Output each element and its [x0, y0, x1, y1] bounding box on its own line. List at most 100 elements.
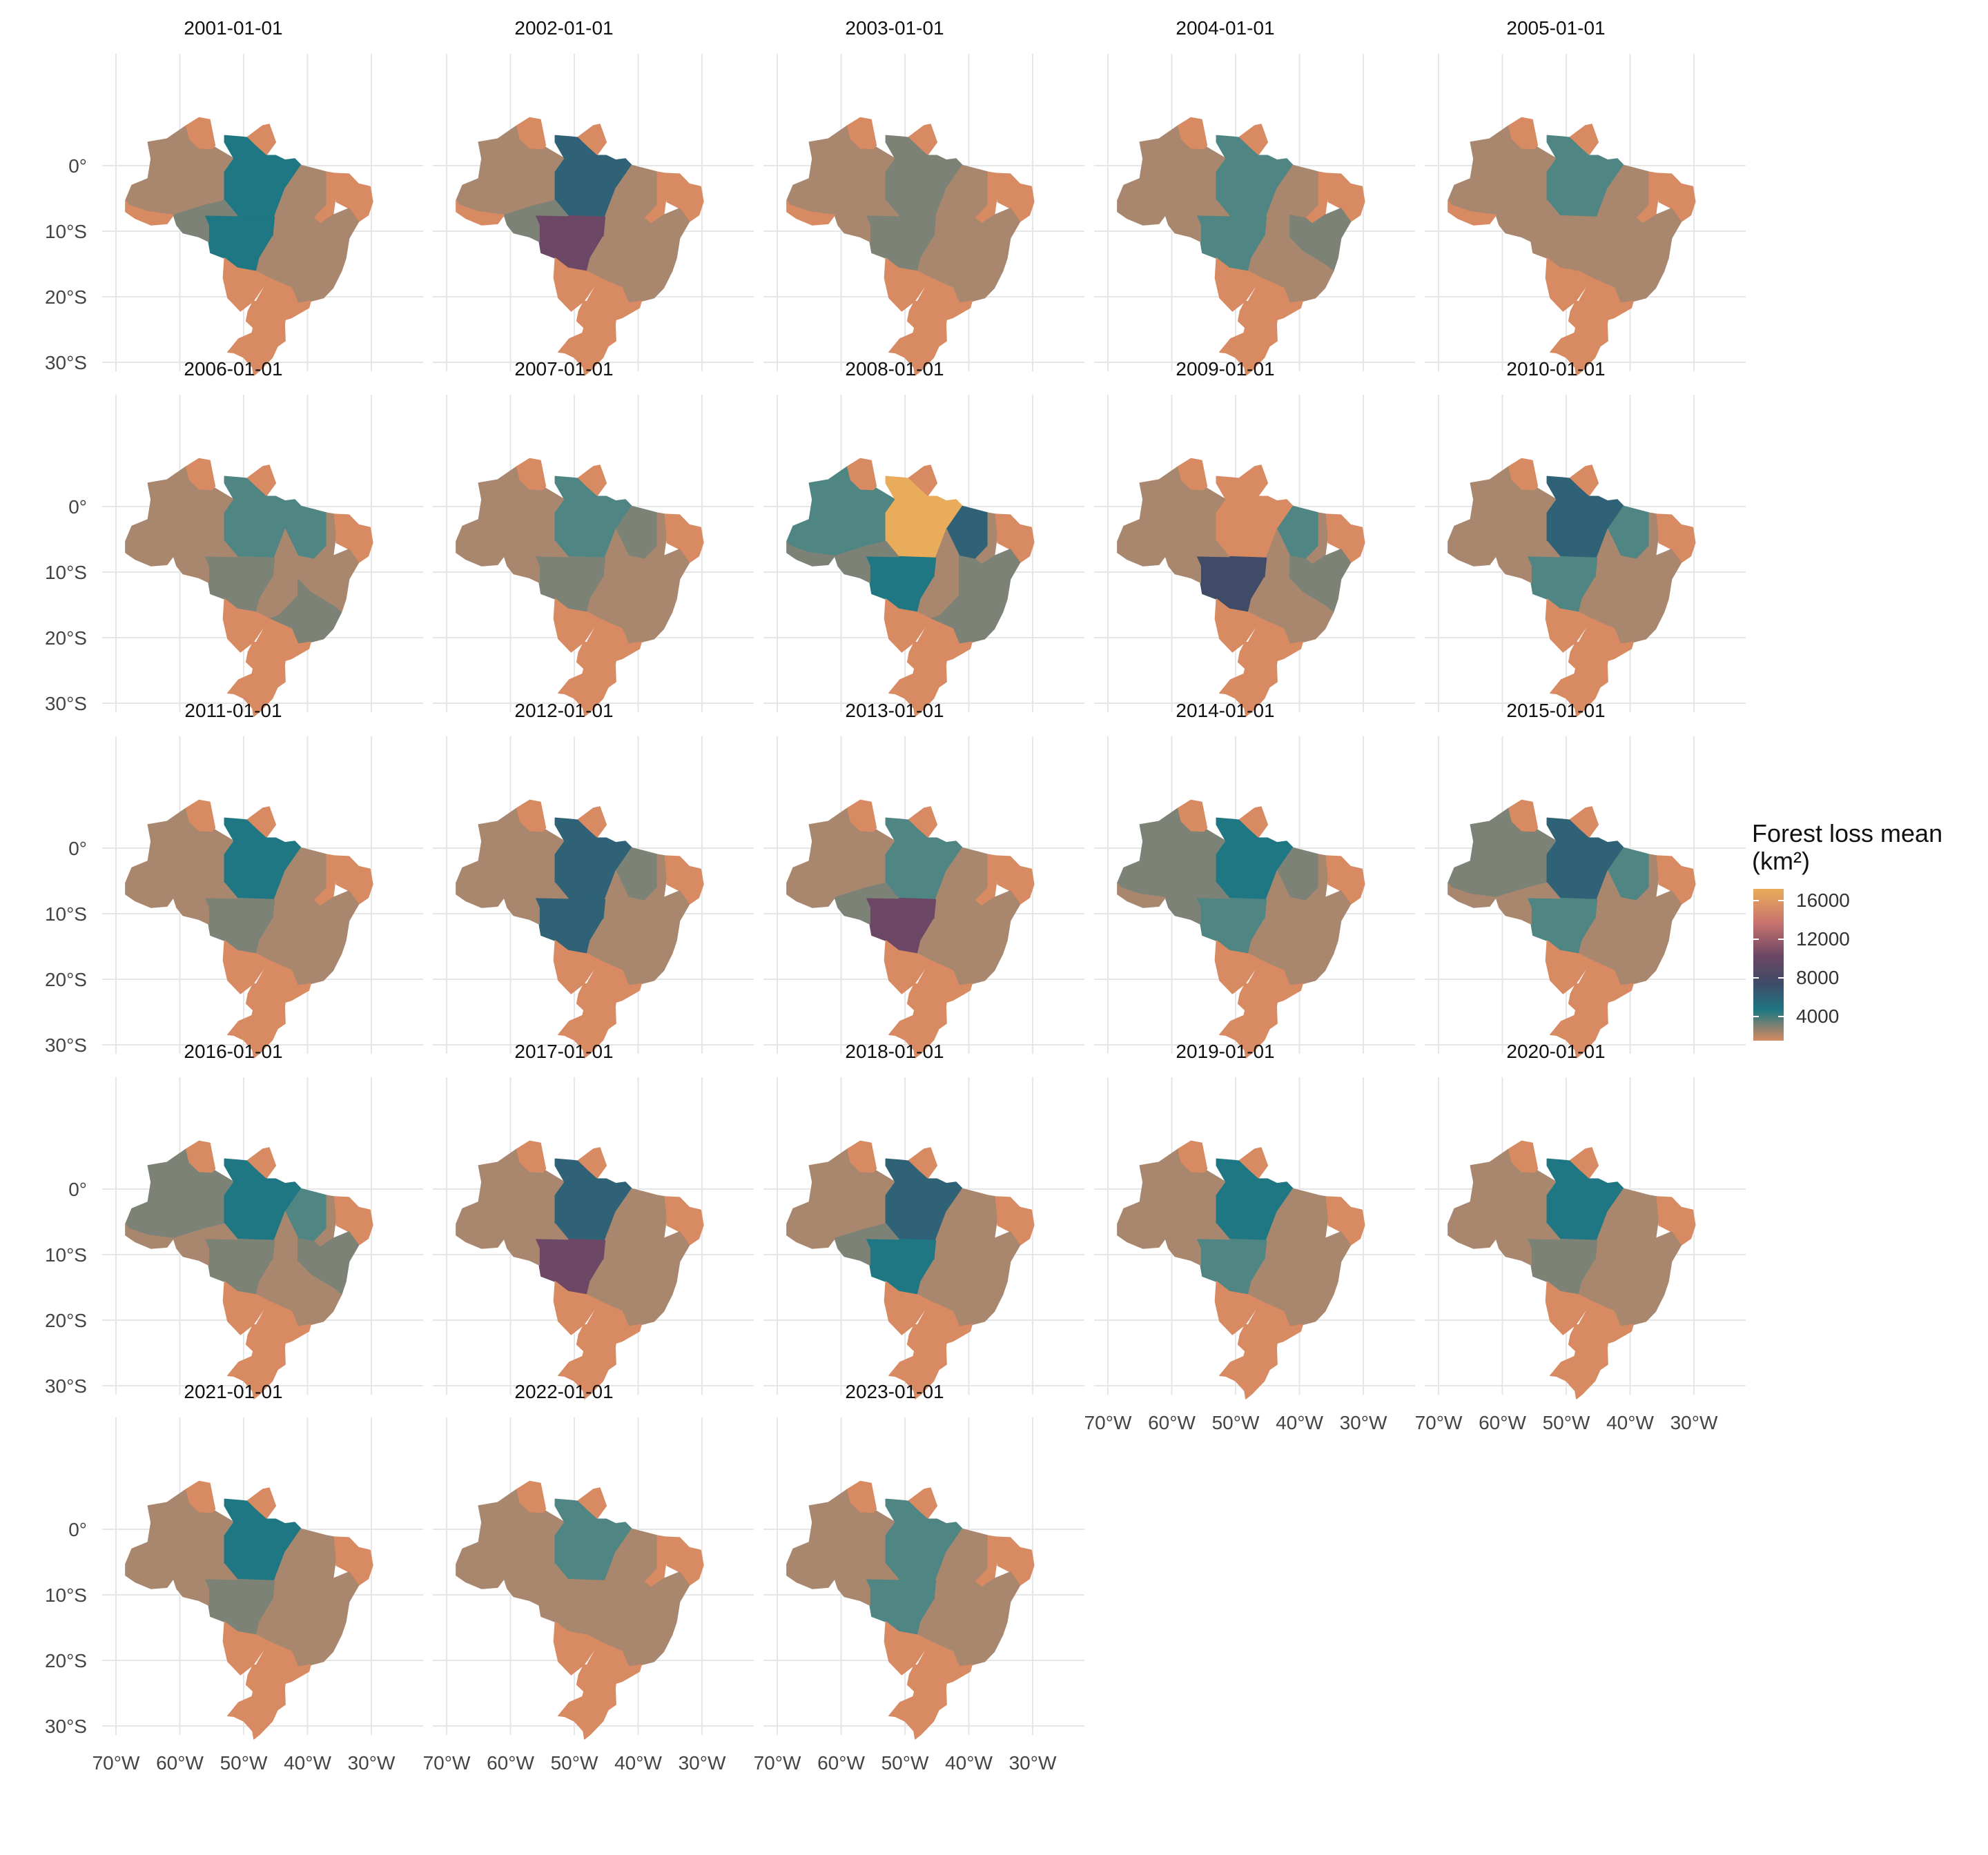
y-tick-label: 10°S: [45, 562, 87, 583]
state-region-am: [456, 118, 565, 216]
x-tick-label: 60°W: [156, 1752, 204, 1774]
state-region-am: [786, 118, 896, 216]
state-region-ro: [173, 882, 238, 925]
map-panel: 2007-01-01: [433, 358, 754, 717]
state-region-rs: [1219, 1355, 1270, 1400]
state-region-ac: [456, 882, 505, 908]
x-tick-label: 30°W: [1340, 1412, 1387, 1433]
state-region-ro: [173, 199, 238, 242]
x-tick-label: 30°W: [348, 1752, 396, 1774]
state-region-rr: [847, 117, 877, 150]
legend-colorbar: [1753, 889, 1784, 1041]
state-region-rs: [558, 1014, 609, 1059]
state-region-rr: [1178, 117, 1208, 150]
y-tick-label: 30°S: [45, 693, 87, 714]
map-panel: 2011-01-01 0° 10°S 20°S 30°S: [45, 700, 423, 1059]
state-region-ro: [834, 1223, 899, 1266]
x-tick-label: 30°W: [1009, 1752, 1057, 1774]
state-region-rs: [1219, 673, 1270, 717]
panel-title: 2003-01-01: [845, 17, 944, 39]
state-region-ne: [1656, 173, 1696, 222]
state-region-rr: [847, 799, 877, 832]
state-region-rr: [516, 458, 547, 491]
state-region-rr: [516, 117, 547, 150]
map-panel: 2012-01-01: [433, 700, 754, 1059]
state-region-ne: [664, 173, 704, 222]
state-region-rs: [1219, 332, 1270, 376]
state-region-ro: [834, 540, 899, 583]
state-region-ne: [333, 1536, 373, 1586]
map-panel: 2004-01-01: [1094, 17, 1415, 376]
x-tick-label: 40°W: [1276, 1412, 1323, 1433]
x-tick-label: 70°W: [754, 1752, 801, 1774]
state-region-rr: [1508, 1140, 1539, 1173]
map-panel: 2017-01-01: [433, 1041, 754, 1400]
legend: Forest loss mean (km²) 16000 12000 8000 …: [1752, 820, 1973, 1041]
state-region-rr: [847, 458, 877, 491]
state-region-rs: [227, 332, 278, 376]
y-tick-label: 10°S: [45, 1244, 87, 1266]
state-region-ac: [1117, 1223, 1167, 1249]
state-region-rs: [227, 1696, 278, 1740]
state-region-ac: [1448, 199, 1497, 226]
panel-title: 2011-01-01: [184, 700, 282, 721]
state-region-ro: [173, 1563, 238, 1606]
state-region-am: [1448, 118, 1557, 216]
state-region-am: [125, 118, 235, 216]
state-region-rs: [558, 673, 609, 717]
x-tick-label: 60°W: [1148, 1412, 1196, 1433]
x-tick-label: 60°W: [1479, 1412, 1526, 1433]
map-panel: 2008-01-01: [763, 358, 1084, 717]
state-region-am: [786, 801, 896, 899]
map-panel: 2014-01-01: [1094, 700, 1415, 1059]
state-region-rs: [888, 673, 939, 717]
state-region-rr: [516, 1140, 547, 1173]
state-region-ro: [834, 882, 899, 925]
state-region-rr: [847, 1480, 877, 1513]
state-region-am: [125, 1141, 235, 1239]
state-region-ne: [333, 855, 373, 905]
x-tick-label: 70°W: [423, 1752, 471, 1774]
panel-title: 2022-01-01: [514, 1381, 613, 1402]
y-tick-label: 20°S: [45, 1650, 87, 1671]
state-region-ne: [333, 173, 373, 222]
map-panel: 2018-01-01: [763, 1041, 1084, 1400]
x-tick-label: 50°W: [220, 1752, 268, 1774]
state-region-am: [1448, 459, 1557, 557]
state-region-am: [456, 1482, 565, 1580]
state-region-rs: [227, 1355, 278, 1400]
state-region-rs: [888, 1355, 939, 1400]
x-tick-label: 50°W: [1543, 1412, 1590, 1433]
y-tick-label: 20°S: [45, 1310, 87, 1331]
panel-title: 2005-01-01: [1506, 17, 1605, 39]
state-region-ro: [503, 199, 569, 242]
map-panel: 2015-01-01: [1425, 700, 1746, 1059]
y-tick-label: 10°S: [45, 221, 87, 242]
state-region-am: [456, 801, 565, 899]
state-region-ne: [1325, 173, 1365, 222]
panel-title: 2001-01-01: [184, 17, 282, 39]
state-region-rr: [186, 1480, 216, 1513]
state-region-ne: [995, 513, 1035, 563]
state-region-ro: [1495, 882, 1561, 925]
state-region-am: [786, 1141, 896, 1239]
panel-title: 2021-01-01: [184, 1381, 282, 1402]
legend-tick: [1753, 1016, 1759, 1017]
state-region-ac: [125, 199, 175, 226]
state-region-am: [125, 1482, 235, 1580]
state-region-ac: [456, 199, 505, 226]
panel-title: 2008-01-01: [845, 358, 944, 380]
state-region-ro: [834, 199, 899, 242]
state-region-ac: [1117, 882, 1167, 908]
state-region-rr: [186, 1140, 216, 1173]
state-region-ac: [786, 882, 836, 908]
x-tick-label: 70°W: [1084, 1412, 1132, 1433]
state-region-ne: [995, 1196, 1035, 1246]
state-region-ac: [1117, 199, 1167, 226]
state-region-rr: [1178, 458, 1208, 491]
state-region-rr: [186, 117, 216, 150]
state-region-rs: [1550, 1014, 1601, 1059]
state-region-ro: [1495, 1223, 1561, 1266]
x-tick-label: 40°W: [945, 1752, 993, 1774]
